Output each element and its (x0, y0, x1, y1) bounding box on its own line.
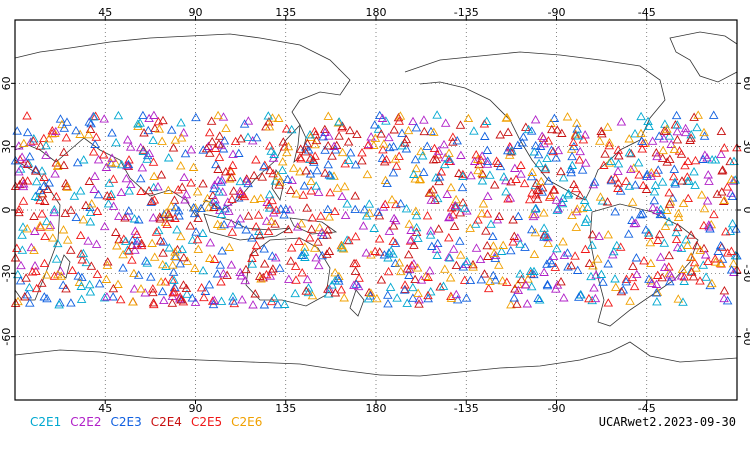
x-tick-label-bottom: -45 (638, 402, 656, 415)
x-tick-label-bottom: -135 (454, 402, 479, 415)
x-tick-label-top: 90 (189, 6, 203, 19)
x-tick-label-top: 180 (366, 6, 387, 19)
legend-item-c2e2: C2E2 (70, 415, 101, 429)
y-tick-label-left: 60 (0, 76, 13, 90)
legend-item-c2e1: C2E1 (30, 415, 61, 429)
legend-item-c2e6: C2E6 (231, 415, 262, 429)
product-label: UCARwet2.2023-09-30 (599, 415, 736, 429)
y-tick-label-right: -30 (741, 264, 750, 282)
y-tick-label-right: 30 (741, 140, 750, 154)
x-tick-label-bottom: -90 (548, 402, 566, 415)
legend: C2E1 C2E2 C2E3 C2E4 C2E5 C2E6 (30, 415, 262, 429)
x-tick-label-top: 135 (275, 6, 296, 19)
x-tick-label-top: -135 (454, 6, 479, 19)
x-tick-label-bottom: 45 (98, 402, 112, 415)
legend-item-c2e5: C2E5 (191, 415, 222, 429)
footer: C2E1 C2E2 C2E3 C2E4 C2E5 C2E6 UCARwet2.2… (0, 415, 750, 437)
y-tick-label-left: -60 (0, 328, 13, 346)
x-tick-label-bottom: 90 (189, 402, 203, 415)
legend-item-c2e3: C2E3 (110, 415, 141, 429)
y-tick-label-right: 60 (741, 76, 750, 90)
x-tick-label-bottom: 135 (275, 402, 296, 415)
y-tick-label-left: 0 (0, 207, 13, 214)
y-tick-label-left: -30 (0, 264, 13, 282)
y-tick-label-right: -60 (741, 328, 750, 346)
x-tick-label-top: -45 (638, 6, 656, 19)
y-tick-label-left: 30 (0, 140, 13, 154)
x-tick-label-bottom: 180 (366, 402, 387, 415)
y-tick-label-right: 0 (741, 207, 750, 214)
x-tick-label-top: 45 (98, 6, 112, 19)
legend-item-c2e4: C2E4 (151, 415, 182, 429)
x-tick-label-top: -90 (548, 6, 566, 19)
